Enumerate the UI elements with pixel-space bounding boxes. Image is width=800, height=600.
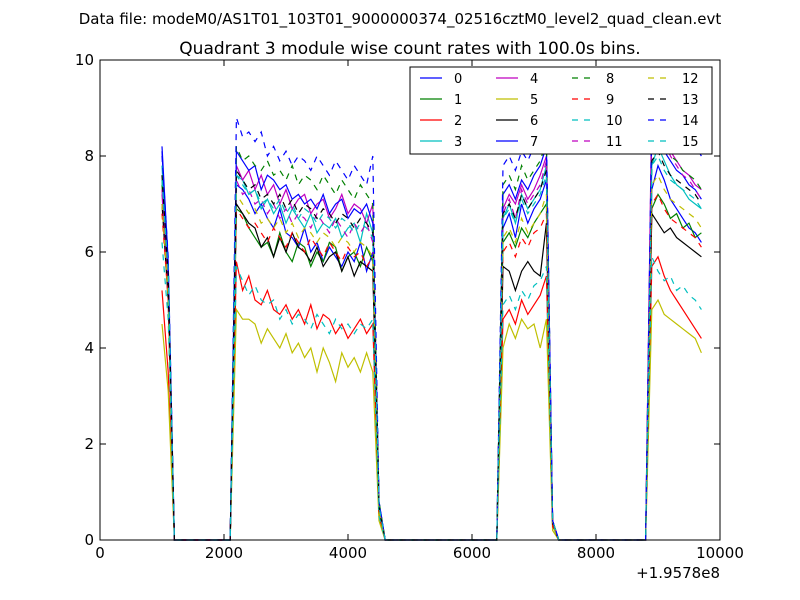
x-tick-label: 4000 [329,544,367,562]
legend-label-0: 0 [454,72,462,87]
legend-label-3: 3 [454,135,462,150]
chart-title: Quadrant 3 module wise count rates with … [179,39,640,59]
legend-label-15: 15 [682,135,699,150]
x-tick-label: 8000 [577,544,615,562]
y-tick-label: 8 [84,147,94,165]
legend-label-8: 8 [606,72,614,87]
legend-box [409,66,713,155]
figure-suptitle: Data file: modeM0/AS1T01_103T01_90000003… [79,10,722,29]
legend-label-1: 1 [454,93,462,108]
legend-label-9: 9 [606,93,614,108]
legend-label-14: 14 [682,114,699,129]
y-tick-label: 6 [84,243,94,261]
legend-label-12: 12 [682,72,699,87]
x-tick-label: 0 [95,544,105,562]
x-tick-label: 10000 [696,544,744,562]
y-tick-label: 0 [84,531,94,549]
plot-frame [99,59,721,541]
y-tick-label: 2 [84,435,94,453]
legend-label-6: 6 [530,114,538,129]
y-tick-label: 4 [84,339,94,357]
legend-label-4: 4 [530,72,538,87]
legend-label-7: 7 [530,135,538,150]
series-line-13 [161,149,702,541]
y-tick-label: 10 [75,51,94,69]
legend-label-5: 5 [530,93,538,108]
legend-label-11: 11 [606,135,623,150]
legend-label-2: 2 [454,114,462,129]
legend-label-13: 13 [682,93,699,108]
x-offset-label: +1.9578e8 [636,564,720,582]
x-tick-label: 6000 [453,544,491,562]
legend-label-10: 10 [606,114,623,129]
x-tick-label: 2000 [205,544,243,562]
